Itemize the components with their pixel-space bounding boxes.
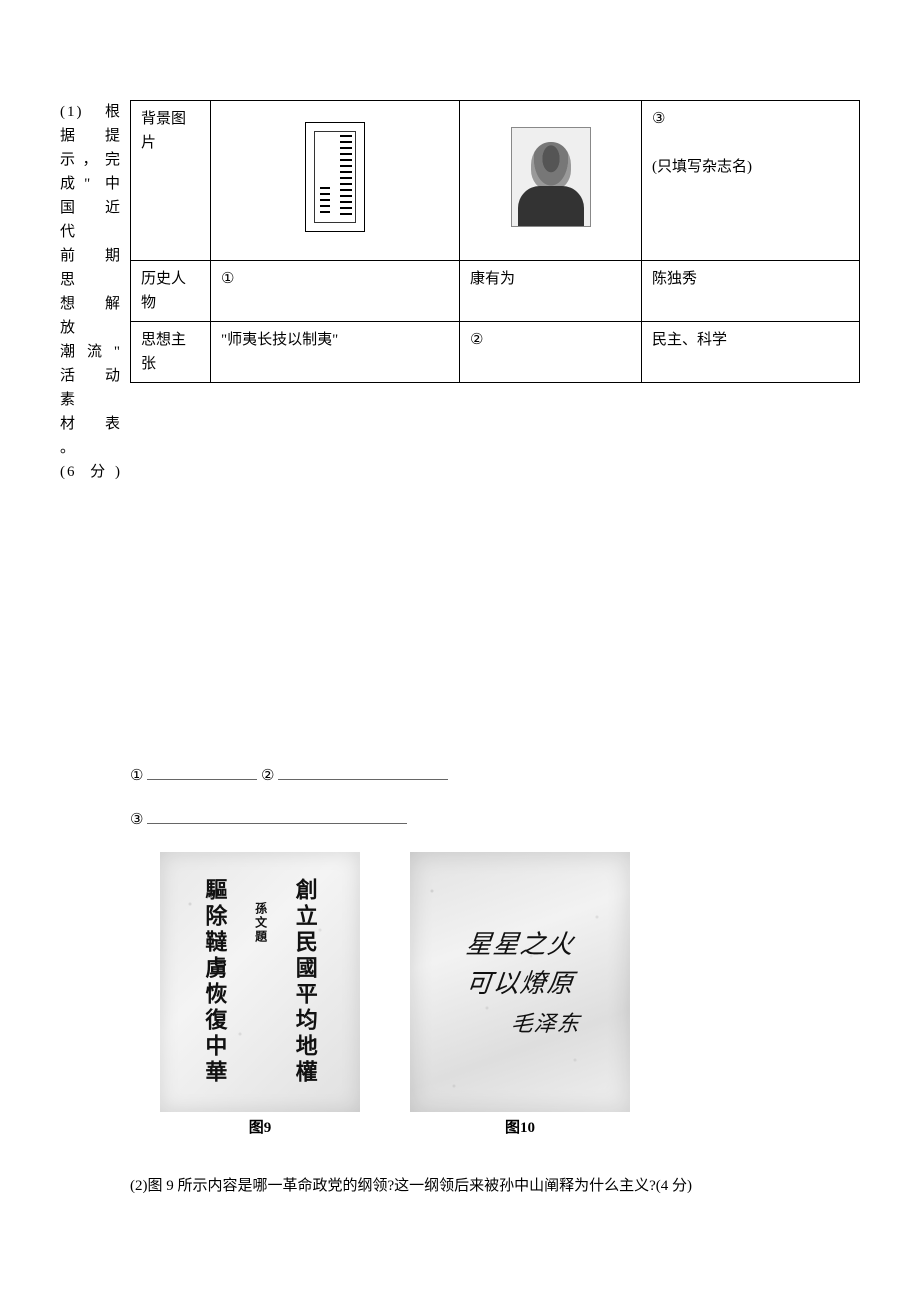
portrait-icon bbox=[511, 127, 591, 227]
prompt-line: 潮 流 " bbox=[60, 340, 122, 364]
blank1-label: ① bbox=[130, 768, 143, 784]
fig9-col-left: 創立民國平均地權 bbox=[288, 878, 323, 1086]
row3-cell1: "师夷长技以制夷" bbox=[211, 322, 460, 383]
blank2-label: ② bbox=[261, 768, 274, 784]
row2-cell2: 康有为 bbox=[460, 261, 642, 322]
blank3-underline bbox=[147, 809, 407, 824]
blank-row-2: ③ bbox=[130, 808, 860, 832]
question1-prompt: (1) 根 据 提 示，完 成" 中 国 近 代 前 期 思 想 解 放 潮 流… bbox=[60, 100, 130, 484]
figure-9: 驅除韃虜恢復中華 孫文題 創立民國平均地權 图9 bbox=[160, 852, 360, 1140]
row1-cell2-image bbox=[460, 101, 642, 261]
row1-cell3: ③ (只填写杂志名) bbox=[642, 101, 860, 261]
prompt-line: 示，完 bbox=[60, 148, 122, 172]
prompt-line: 想 解 放 bbox=[60, 292, 122, 340]
figure-9-image: 驅除韃虜恢復中華 孫文題 創立民國平均地權 bbox=[160, 852, 360, 1112]
figure-10-image: 星星之火 可以燎原 毛泽东 bbox=[410, 852, 630, 1112]
blank1-underline bbox=[147, 765, 257, 780]
prompt-line: 活 动 素 bbox=[60, 364, 122, 412]
fig9-col-right: 驅除韃虜恢復中華 bbox=[197, 878, 232, 1086]
fill-in-blanks: ① ② ③ bbox=[60, 764, 860, 832]
row3-header: 思想主张 bbox=[131, 322, 211, 383]
prompt-line: (6 分) bbox=[60, 460, 122, 484]
row2-cell3: 陈独秀 bbox=[642, 261, 860, 322]
row3-cell3: 民主、科学 bbox=[642, 322, 860, 383]
question2-text: (2)图 9 所示内容是哪一革命政党的纲领?这一纲领后来被孙中山阐释为什么主义?… bbox=[60, 1174, 860, 1198]
row1-header: 背景图片 bbox=[131, 101, 211, 261]
prompt-line: 成" 中 bbox=[60, 172, 122, 196]
fig10-line2: 可以燎原 bbox=[464, 964, 576, 1003]
row2-header: 历史人物 bbox=[131, 261, 211, 322]
fig10-line1: 星星之火 bbox=[464, 925, 576, 964]
row1-cell1-image bbox=[211, 101, 460, 261]
figure-9-caption: 图9 bbox=[160, 1116, 360, 1140]
prompt-line: 材 表 。 bbox=[60, 412, 122, 460]
blank3-label: ③ bbox=[130, 812, 143, 828]
row2-cell1: ① bbox=[211, 261, 460, 322]
blank-row-1: ① ② bbox=[130, 764, 860, 788]
prompt-line: 据 提 bbox=[60, 124, 122, 148]
fig9-col-middle: 孫文題 bbox=[250, 902, 269, 944]
materials-table: 背景图片 ③ (只填写杂志名) 历史人物 ① 康有为 陈独秀 思想主 bbox=[130, 100, 860, 383]
magazine-note: (只填写杂志名) bbox=[652, 159, 752, 175]
book-cover-icon bbox=[305, 122, 365, 232]
question1-section: (1) 根 据 提 示，完 成" 中 国 近 代 前 期 思 想 解 放 潮 流… bbox=[60, 100, 860, 484]
figure-10-caption: 图10 bbox=[410, 1116, 630, 1140]
blank2-underline bbox=[278, 765, 448, 780]
row3-cell2: ② bbox=[460, 322, 642, 383]
prompt-line: (1) 根 bbox=[60, 100, 122, 124]
prompt-line: 前 期 思 bbox=[60, 244, 122, 292]
figures-row: 驅除韃虜恢復中華 孫文題 創立民國平均地權 图9 星星之火 可以燎原 毛泽东 图… bbox=[60, 852, 860, 1140]
blank-marker-3: ③ bbox=[652, 111, 665, 127]
fig10-signature: 毛泽东 bbox=[509, 1007, 581, 1040]
prompt-line: 国 近 代 bbox=[60, 196, 122, 244]
figure-10: 星星之火 可以燎原 毛泽东 图10 bbox=[410, 852, 630, 1140]
